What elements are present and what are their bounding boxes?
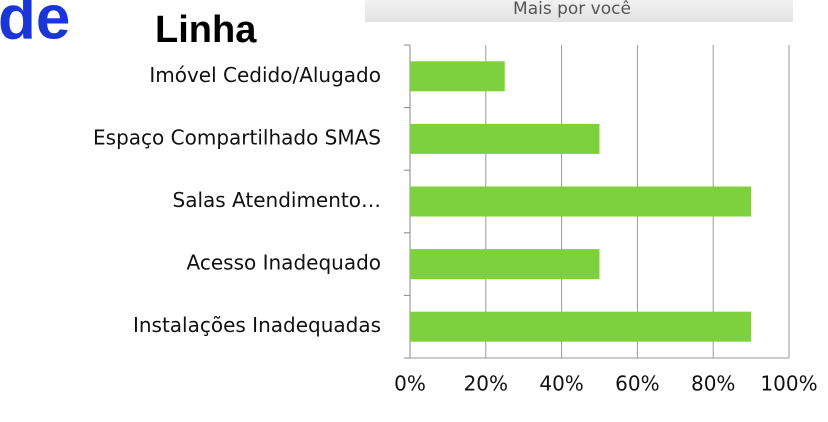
title-part: de <box>0 0 70 52</box>
bar <box>410 123 600 154</box>
x-tick-label: 20% <box>464 372 508 396</box>
x-tick-label: 0% <box>394 372 426 396</box>
bar <box>410 249 600 280</box>
plot: 0% 20% 40% 60% 80% 100% Imóvel Cedido/Alugado E… <box>93 44 818 396</box>
banner-box <box>365 0 793 22</box>
bar <box>410 61 505 92</box>
title-line: Linha <box>155 9 257 51</box>
y-tick-label: Salas Atendimento… <box>173 188 382 212</box>
y-tick-label: Espaço Compartilhado SMAS <box>93 125 381 149</box>
banner-text: Mais por você <box>513 0 631 19</box>
y-tick-label: Acesso Inadequado <box>187 251 381 275</box>
y-tick-label: Instalações Inadequadas <box>133 313 381 337</box>
x-tick-label: 80% <box>691 372 735 396</box>
bar <box>410 311 752 342</box>
x-tick-label: 100% <box>760 372 817 396</box>
bar <box>410 186 752 217</box>
x-tick-label: 60% <box>615 372 659 396</box>
x-tick-label: 40% <box>539 372 583 396</box>
y-tick-label: Imóvel Cedido/Alugado <box>149 63 381 87</box>
